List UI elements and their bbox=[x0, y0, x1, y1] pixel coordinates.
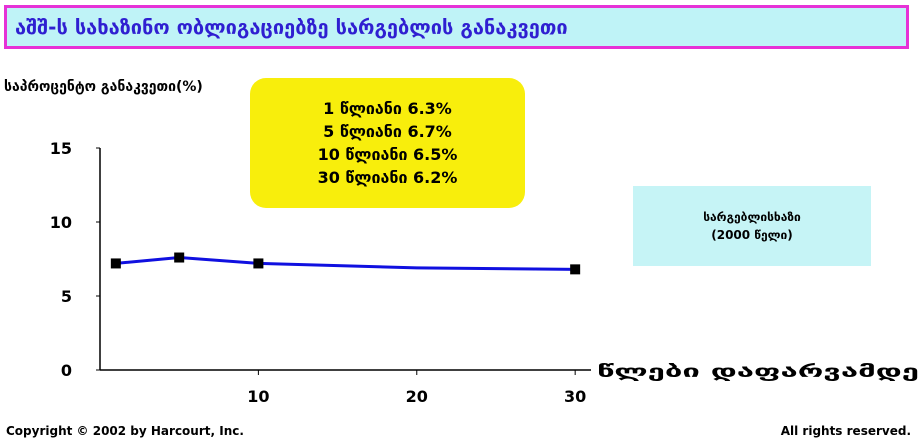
rates-box: 1 წლიანი 6.3% 5 წლიანი 6.7% 10 წლიანი 6.… bbox=[250, 78, 525, 208]
rate-line-30: 30 წლიანი 6.2% bbox=[317, 168, 458, 187]
data-point bbox=[174, 252, 185, 263]
chart-title: აშშ-ს სახაზინო ობლიგაციებზე სარგებლის გა… bbox=[4, 5, 909, 49]
x-axis-label: წლები დაფარვამდე bbox=[597, 362, 919, 382]
rights-text: All rights reserved. bbox=[780, 424, 911, 438]
copyright-text: Copyright © 2002 by Harcourt, Inc. bbox=[6, 424, 244, 438]
x-tick-label: 30 bbox=[564, 387, 586, 406]
data-point bbox=[253, 258, 264, 269]
y-tick-label: 5 bbox=[61, 287, 72, 306]
data-point bbox=[110, 258, 121, 269]
legend-year: (2000 წელი) bbox=[711, 228, 793, 242]
yield-curve-line bbox=[115, 255, 576, 271]
y-tick-label: 15 bbox=[50, 139, 72, 158]
y-tick-label: 10 bbox=[50, 213, 72, 232]
x-tick-label: 10 bbox=[247, 387, 269, 406]
data-point bbox=[570, 264, 581, 275]
legend-label: სარგებლისხაზი bbox=[703, 210, 801, 224]
rate-line-5: 5 წლიანი 6.7% bbox=[323, 122, 452, 141]
y-axis-label: საპროცენტო განაკვეთი(%) bbox=[4, 79, 203, 95]
x-tick-label: 20 bbox=[406, 387, 428, 406]
yield-curve-legend: სარგებლისხაზი (2000 წელი) bbox=[633, 186, 871, 266]
rate-line-1: 1 წლიანი 6.3% bbox=[323, 99, 452, 118]
rate-line-10: 10 წლიანი 6.5% bbox=[317, 145, 458, 164]
y-tick-label: 0 bbox=[61, 361, 72, 380]
